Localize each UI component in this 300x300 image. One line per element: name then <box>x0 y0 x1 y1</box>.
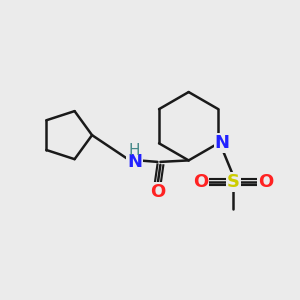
Text: N: N <box>214 134 230 152</box>
Text: N: N <box>127 153 142 171</box>
Text: S: S <box>226 173 240 191</box>
Text: O: O <box>258 173 273 191</box>
Text: O: O <box>150 183 165 201</box>
Text: H: H <box>129 143 140 158</box>
Text: O: O <box>193 173 208 191</box>
